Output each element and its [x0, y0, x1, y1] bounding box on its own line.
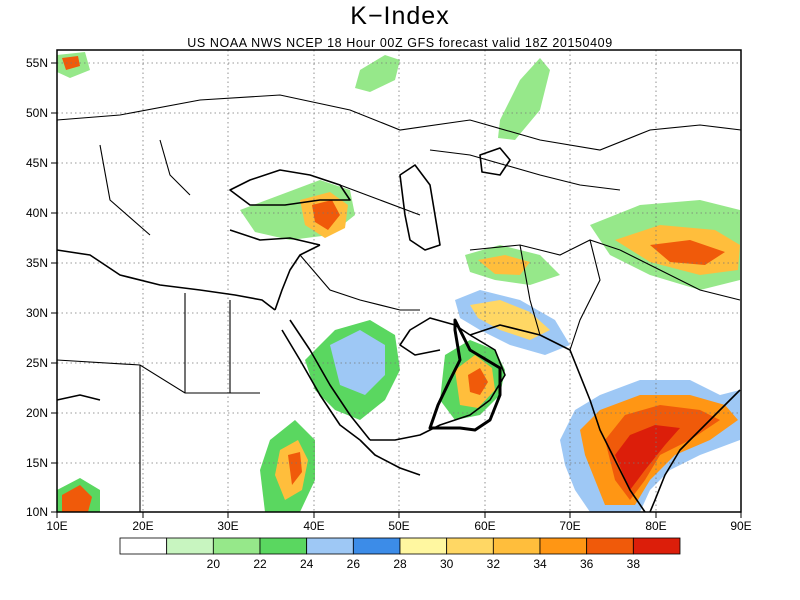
colorbar-swatch	[119, 537, 168, 555]
russia-streak-1	[355, 55, 400, 92]
colorbar-label: 32	[487, 557, 501, 571]
chart-subtitle: US NOAA NWS NCEP 18 Hour 00Z GFS forecas…	[187, 36, 613, 50]
lon-label: 50E	[388, 519, 409, 533]
graticule	[57, 50, 741, 512]
india-core	[615, 425, 680, 490]
lon-label: 90E	[730, 519, 751, 533]
lat-label: 50N	[26, 106, 48, 120]
colorbar-label: 22	[253, 557, 267, 571]
lon-label: 30E	[217, 519, 238, 533]
colorbar-label: 28	[393, 557, 407, 571]
lon-label: 10E	[46, 519, 67, 533]
borders	[56, 94, 742, 512]
china-belt-hot	[650, 240, 725, 265]
lat-labels: 55N 50N 45N 40N 35N 30N 25N 20N 15N 10N	[26, 56, 48, 519]
lon-labels: 10E 20E 30E 40E 50E 60E 70E 80E 90E	[46, 519, 751, 533]
axis-ticks	[51, 62, 742, 518]
chart-title: K−Index	[350, 2, 450, 30]
colorbar-label: 26	[347, 557, 361, 571]
colorbar-label: 30	[440, 557, 454, 571]
colorbar-label: 36	[580, 557, 594, 571]
lat-label: 45N	[26, 156, 48, 170]
map-area	[56, 49, 742, 513]
colorbar-label: 34	[533, 557, 547, 571]
lon-label: 40E	[303, 519, 324, 533]
lon-label: 80E	[645, 519, 666, 533]
arabia-blue	[330, 330, 385, 395]
oman-hot	[468, 368, 488, 395]
lat-label: 30N	[26, 306, 48, 320]
russia-streak-2	[498, 58, 550, 140]
horn-hot	[288, 452, 302, 485]
lat-label: 40N	[26, 206, 48, 220]
colorbar-swatch	[212, 537, 261, 555]
lat-label: 25N	[26, 356, 48, 370]
lat-label: 20N	[26, 406, 48, 420]
lon-label: 70E	[559, 519, 580, 533]
lat-label: 55N	[26, 56, 48, 70]
lat-label: 35N	[26, 256, 48, 270]
colorbar-swatch	[539, 537, 588, 555]
colorbar: 20 22 24 26 28 30 32 34 36 38	[119, 537, 681, 571]
lon-label: 20E	[132, 519, 153, 533]
west-africa-hot	[62, 485, 92, 512]
colorbar-swatch	[492, 537, 541, 555]
lat-label: 10N	[26, 505, 48, 519]
iran-warm	[470, 300, 550, 340]
iran-north-warm	[478, 255, 530, 275]
oman-outline	[428, 318, 502, 432]
colorbar-swatch	[306, 537, 354, 555]
lat-label: 15N	[26, 456, 48, 470]
colorbar-label: 20	[207, 557, 221, 571]
colorbar-label: 38	[627, 557, 641, 571]
turkey-hot	[312, 200, 340, 230]
colorbar-swatch	[259, 537, 308, 555]
colorbar-swatch	[586, 537, 634, 555]
colorbar-swatch	[166, 537, 214, 555]
colorbar-label: 24	[300, 557, 314, 571]
colorbar-swatch	[446, 537, 494, 555]
colorbar-swatch	[399, 537, 448, 555]
lon-label: 60E	[474, 519, 495, 533]
colorbar-swatch	[632, 537, 681, 555]
colorbar-swatch	[352, 537, 401, 555]
